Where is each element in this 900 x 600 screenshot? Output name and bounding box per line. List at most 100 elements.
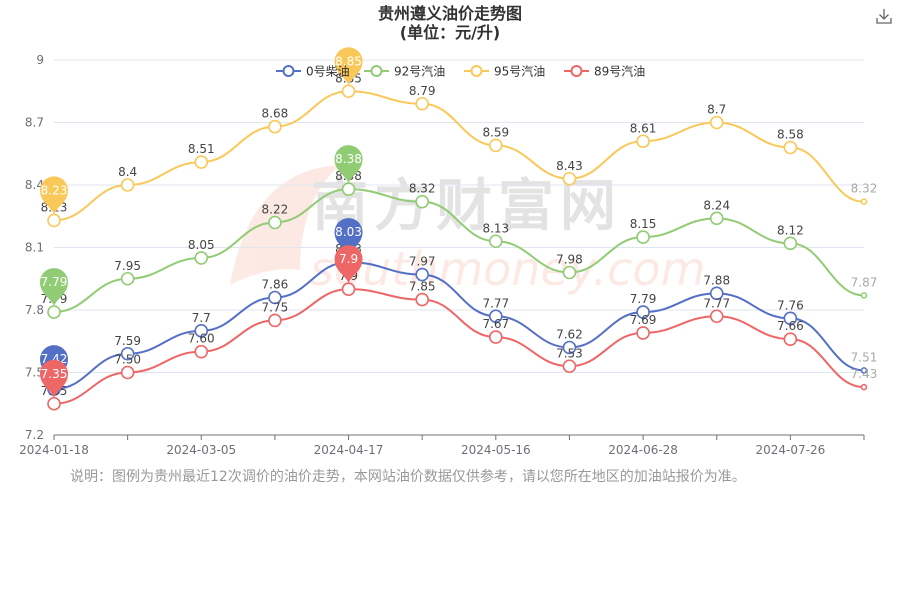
series-2: 8.23 8.4 8.51 8.68 8.85 8.79 8.59 8.43 8.61 8.7 8.… <box>40 47 877 228</box>
data-point <box>341 182 356 196</box>
data-point <box>636 134 650 149</box>
chart-title-unit: (单位：元/升) <box>399 23 501 42</box>
data-point <box>47 396 61 411</box>
data-label: 7.59 <box>114 334 141 348</box>
data-point <box>562 340 577 355</box>
marker-pin-label: 8.85 <box>335 54 362 68</box>
marker-pin: 8.38 <box>334 145 363 184</box>
data-label: 7.97 <box>409 255 436 269</box>
data-point <box>636 326 650 340</box>
data-point <box>268 290 282 305</box>
data-point <box>860 292 868 299</box>
y-tick-label: 7.5 <box>25 366 44 380</box>
data-point <box>709 286 724 301</box>
data-label: 7.53 <box>556 346 583 360</box>
legend-item: 0号柴油 <box>276 65 350 79</box>
data-label: 7.76 <box>777 298 804 312</box>
x-tick-label: 2024-05-16 <box>461 443 531 457</box>
data-point <box>47 305 61 319</box>
data-point <box>120 178 135 192</box>
data-label: 7.60 <box>188 332 215 346</box>
chart-title-main: 贵州遵义油价走势图 <box>377 4 522 23</box>
x-tick-label: 2024-07-26 <box>755 443 825 457</box>
download-icon-glyph <box>876 9 892 24</box>
data-label: 8.32 <box>409 182 436 196</box>
marker-pin: 7.79 <box>40 268 68 307</box>
data-point <box>783 140 798 155</box>
data-label: 8.13 <box>482 221 509 235</box>
data-point <box>783 236 798 251</box>
x-tick-label: 2024-03-05 <box>166 443 236 457</box>
data-point <box>562 171 577 186</box>
marker-pin: 8.85 <box>334 47 363 86</box>
series-0: 7.427.597.77.868.037.977.777.627.797.887… <box>40 218 878 396</box>
series-line <box>53 288 865 405</box>
data-point <box>489 234 503 249</box>
data-label: 8.24 <box>703 198 730 212</box>
data-label: 8.7 <box>707 103 726 117</box>
legend-symbol <box>470 65 483 77</box>
legend-symbol <box>282 65 295 77</box>
data-label: 7.85 <box>409 280 436 294</box>
marker-pin-label: 7.35 <box>41 367 68 381</box>
data-point <box>562 359 577 374</box>
legend-label: 95号汽油 <box>494 64 545 79</box>
download-icon[interactable] <box>874 6 894 26</box>
data-label: 7.87 <box>851 275 878 289</box>
data-label: 8.4 <box>118 165 137 179</box>
y-tick-label: 8.7 <box>25 116 44 130</box>
data-point <box>194 324 209 338</box>
marker-pin: 8.23 <box>40 176 68 215</box>
data-label: 8.43 <box>556 159 583 173</box>
marker-pin-shape <box>40 268 68 307</box>
data-point <box>194 344 209 359</box>
series-1: 7.79 7.95 8.05 8.22 8.38 8.32 8.13 7.98 8.15 8.24… <box>40 145 878 319</box>
x-tick-label: 2024-04-17 <box>314 443 384 457</box>
data-label: 8.15 <box>630 217 657 231</box>
legend-symbol <box>370 65 383 77</box>
data-label: 7.95 <box>114 259 141 273</box>
data-label: 7.79 <box>630 292 657 306</box>
data-point <box>268 313 282 328</box>
watermark-text-en: southmoney.com <box>310 242 705 296</box>
marker-pin-shape <box>334 145 363 184</box>
data-point <box>415 292 429 307</box>
data-point <box>120 365 135 380</box>
data-point <box>562 265 577 280</box>
data-point <box>783 311 798 326</box>
data-point <box>415 194 429 209</box>
data-label: 7.50 <box>114 353 141 367</box>
data-label: 8.22 <box>262 203 289 217</box>
data-label: 7.66 <box>777 319 804 333</box>
data-point <box>709 309 724 324</box>
data-label: 8.12 <box>777 223 804 237</box>
data-point <box>341 84 356 99</box>
data-label: 8.61 <box>630 121 657 135</box>
data-label: 7.77 <box>703 296 730 310</box>
legend-label: 89号汽油 <box>594 64 645 79</box>
data-label: 8.79 <box>409 84 436 98</box>
data-point <box>860 367 868 374</box>
series-line <box>53 188 865 314</box>
data-label: 7.51 <box>851 350 878 364</box>
data-label: 7.86 <box>262 278 289 292</box>
legend-label: 92号汽油 <box>394 64 445 79</box>
series-line <box>53 261 865 391</box>
y-tick-label: 8.1 <box>25 241 44 255</box>
data-label: 7.98 <box>556 253 583 267</box>
data-point <box>783 332 798 346</box>
chart-note: 说明：图例为贵州最近12次调价的油价走势，本网站油价数据仅供参考，请以您所在地区… <box>70 469 746 485</box>
data-label: 8.51 <box>188 142 215 156</box>
data-label: 7.88 <box>703 273 730 287</box>
data-point <box>489 138 503 153</box>
marker-pin-shape <box>334 245 363 284</box>
data-label: 7.67 <box>482 317 509 331</box>
marker-pin-shape <box>334 218 363 257</box>
y-tick-label: 7.8 <box>25 303 44 317</box>
data-point <box>341 282 356 296</box>
legend-symbol <box>570 65 583 77</box>
marker-pin: 7.9 <box>334 245 363 284</box>
marker-pin-shape <box>40 176 68 215</box>
data-point <box>194 155 209 169</box>
y-tick-label: 8.4 <box>25 178 44 192</box>
